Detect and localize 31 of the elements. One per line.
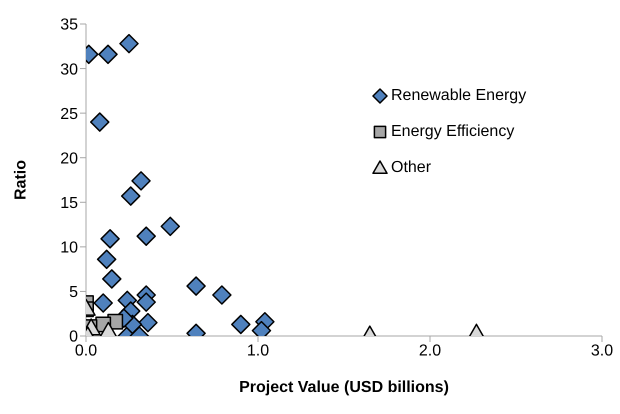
point bbox=[138, 312, 158, 332]
y-tick-label: 30 bbox=[60, 61, 78, 78]
point bbox=[96, 250, 116, 270]
point bbox=[93, 293, 113, 313]
point bbox=[119, 34, 139, 54]
legend-label: Energy Efficiency bbox=[391, 123, 514, 141]
point bbox=[90, 112, 110, 132]
point bbox=[102, 269, 122, 289]
y-tick-label: 25 bbox=[60, 106, 78, 123]
point bbox=[120, 186, 140, 206]
y-tick-label: 15 bbox=[60, 194, 78, 212]
legend-label: Other bbox=[391, 159, 432, 177]
point bbox=[136, 226, 156, 246]
point bbox=[100, 229, 120, 249]
point bbox=[131, 171, 151, 191]
x-tick-label: 1.0 bbox=[246, 342, 270, 360]
point bbox=[98, 44, 118, 64]
y-tick-label: 5 bbox=[69, 284, 78, 302]
y-tick-label: 10 bbox=[60, 240, 78, 257]
x-axis-title: Project Value (USD billions) bbox=[239, 379, 449, 396]
point bbox=[136, 292, 156, 312]
point bbox=[160, 216, 180, 236]
y-tick-label: 35 bbox=[60, 16, 78, 34]
y-axis-title: Ratio bbox=[12, 160, 30, 200]
x-tick-label: 2.0 bbox=[418, 342, 442, 360]
legend-label: Renewable Energy bbox=[391, 87, 526, 105]
point bbox=[212, 285, 232, 305]
point bbox=[231, 314, 251, 334]
x-tick-label: 3.0 bbox=[590, 342, 614, 360]
point bbox=[186, 276, 206, 296]
y-tick-label: 20 bbox=[60, 150, 78, 168]
